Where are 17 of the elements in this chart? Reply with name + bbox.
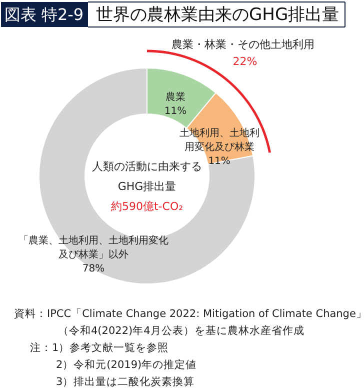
chart-title: 世界の農林業由来のGHG排出量 xyxy=(96,5,340,25)
text: GHG排出量 xyxy=(118,180,176,193)
slice-label: 農業 xyxy=(165,90,186,103)
text: 人類の活動に由来する xyxy=(92,160,202,173)
data-label: 78% xyxy=(82,264,105,275)
text: 約590億t-CO₂ xyxy=(110,200,184,213)
text: 注：1）参考文献一覧を参照 xyxy=(30,341,169,354)
data-label: 11% xyxy=(208,156,230,168)
text: 2）令和元(2019)年の推定値 xyxy=(56,358,197,371)
text: （令和4(2022)年4月公表）を基に農林水産省作成 xyxy=(58,324,304,337)
text: 3）排出量は二酸化炭素換算 xyxy=(56,375,195,388)
text: 農業・林業・その他土地利用 xyxy=(172,38,314,51)
data-label: 11% xyxy=(164,106,187,117)
text: 22% xyxy=(232,55,258,68)
slice-label: 「農業、土地利用、土地利用変化及び林業」以外 xyxy=(18,234,168,261)
text: 資料：IPCC「Climate Change 2022: Mitigation of Climate Change」 xyxy=(14,307,364,320)
text: 図表 特2-9 xyxy=(4,5,84,24)
